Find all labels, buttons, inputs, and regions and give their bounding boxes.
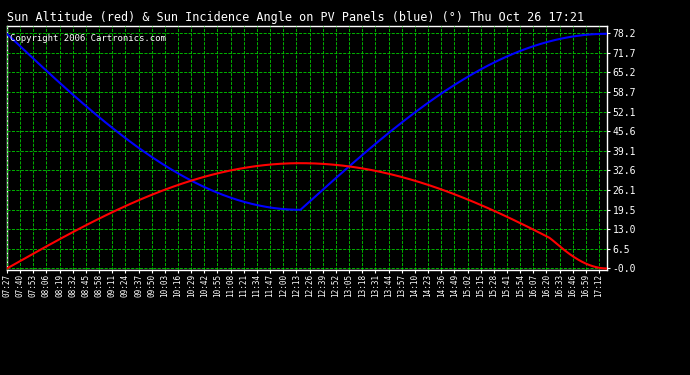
Text: Sun Altitude (red) & Sun Incidence Angle on PV Panels (blue) (°) Thu Oct 26 17:2: Sun Altitude (red) & Sun Incidence Angle…: [7, 11, 584, 24]
Text: Copyright 2006 Cartronics.com: Copyright 2006 Cartronics.com: [10, 34, 166, 43]
